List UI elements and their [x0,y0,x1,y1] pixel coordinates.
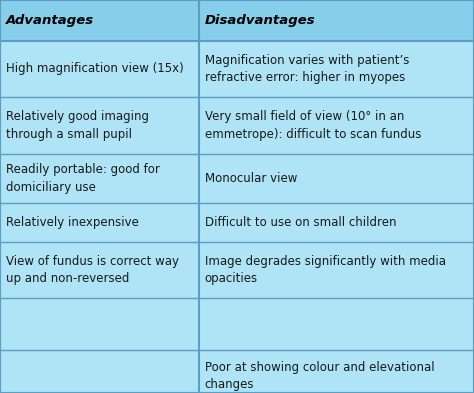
FancyBboxPatch shape [0,0,474,40]
Text: Image degrades significantly with media
opacities: Image degrades significantly with media … [205,255,446,285]
Text: Disadvantages: Disadvantages [205,14,315,27]
Text: Advantages: Advantages [6,14,94,27]
Text: Poor at showing colour and elevational
changes: Poor at showing colour and elevational c… [205,361,434,391]
Text: Very small field of view (10° in an
emmetrope): difficult to scan fundus: Very small field of view (10° in an emme… [205,110,421,141]
Text: Difficult to use on small children: Difficult to use on small children [205,216,396,229]
Text: Monocular view: Monocular view [205,172,297,185]
Text: Relatively inexpensive: Relatively inexpensive [6,216,138,229]
Text: High magnification view (15x): High magnification view (15x) [6,62,183,75]
Text: Relatively good imaging
through a small pupil: Relatively good imaging through a small … [6,110,149,141]
Text: View of fundus is correct way
up and non-reversed: View of fundus is correct way up and non… [6,255,179,285]
Text: Magnification varies with patient’s
refractive error: higher in myopes: Magnification varies with patient’s refr… [205,53,409,84]
Text: Readily portable: good for
domiciliary use: Readily portable: good for domiciliary u… [6,163,160,194]
